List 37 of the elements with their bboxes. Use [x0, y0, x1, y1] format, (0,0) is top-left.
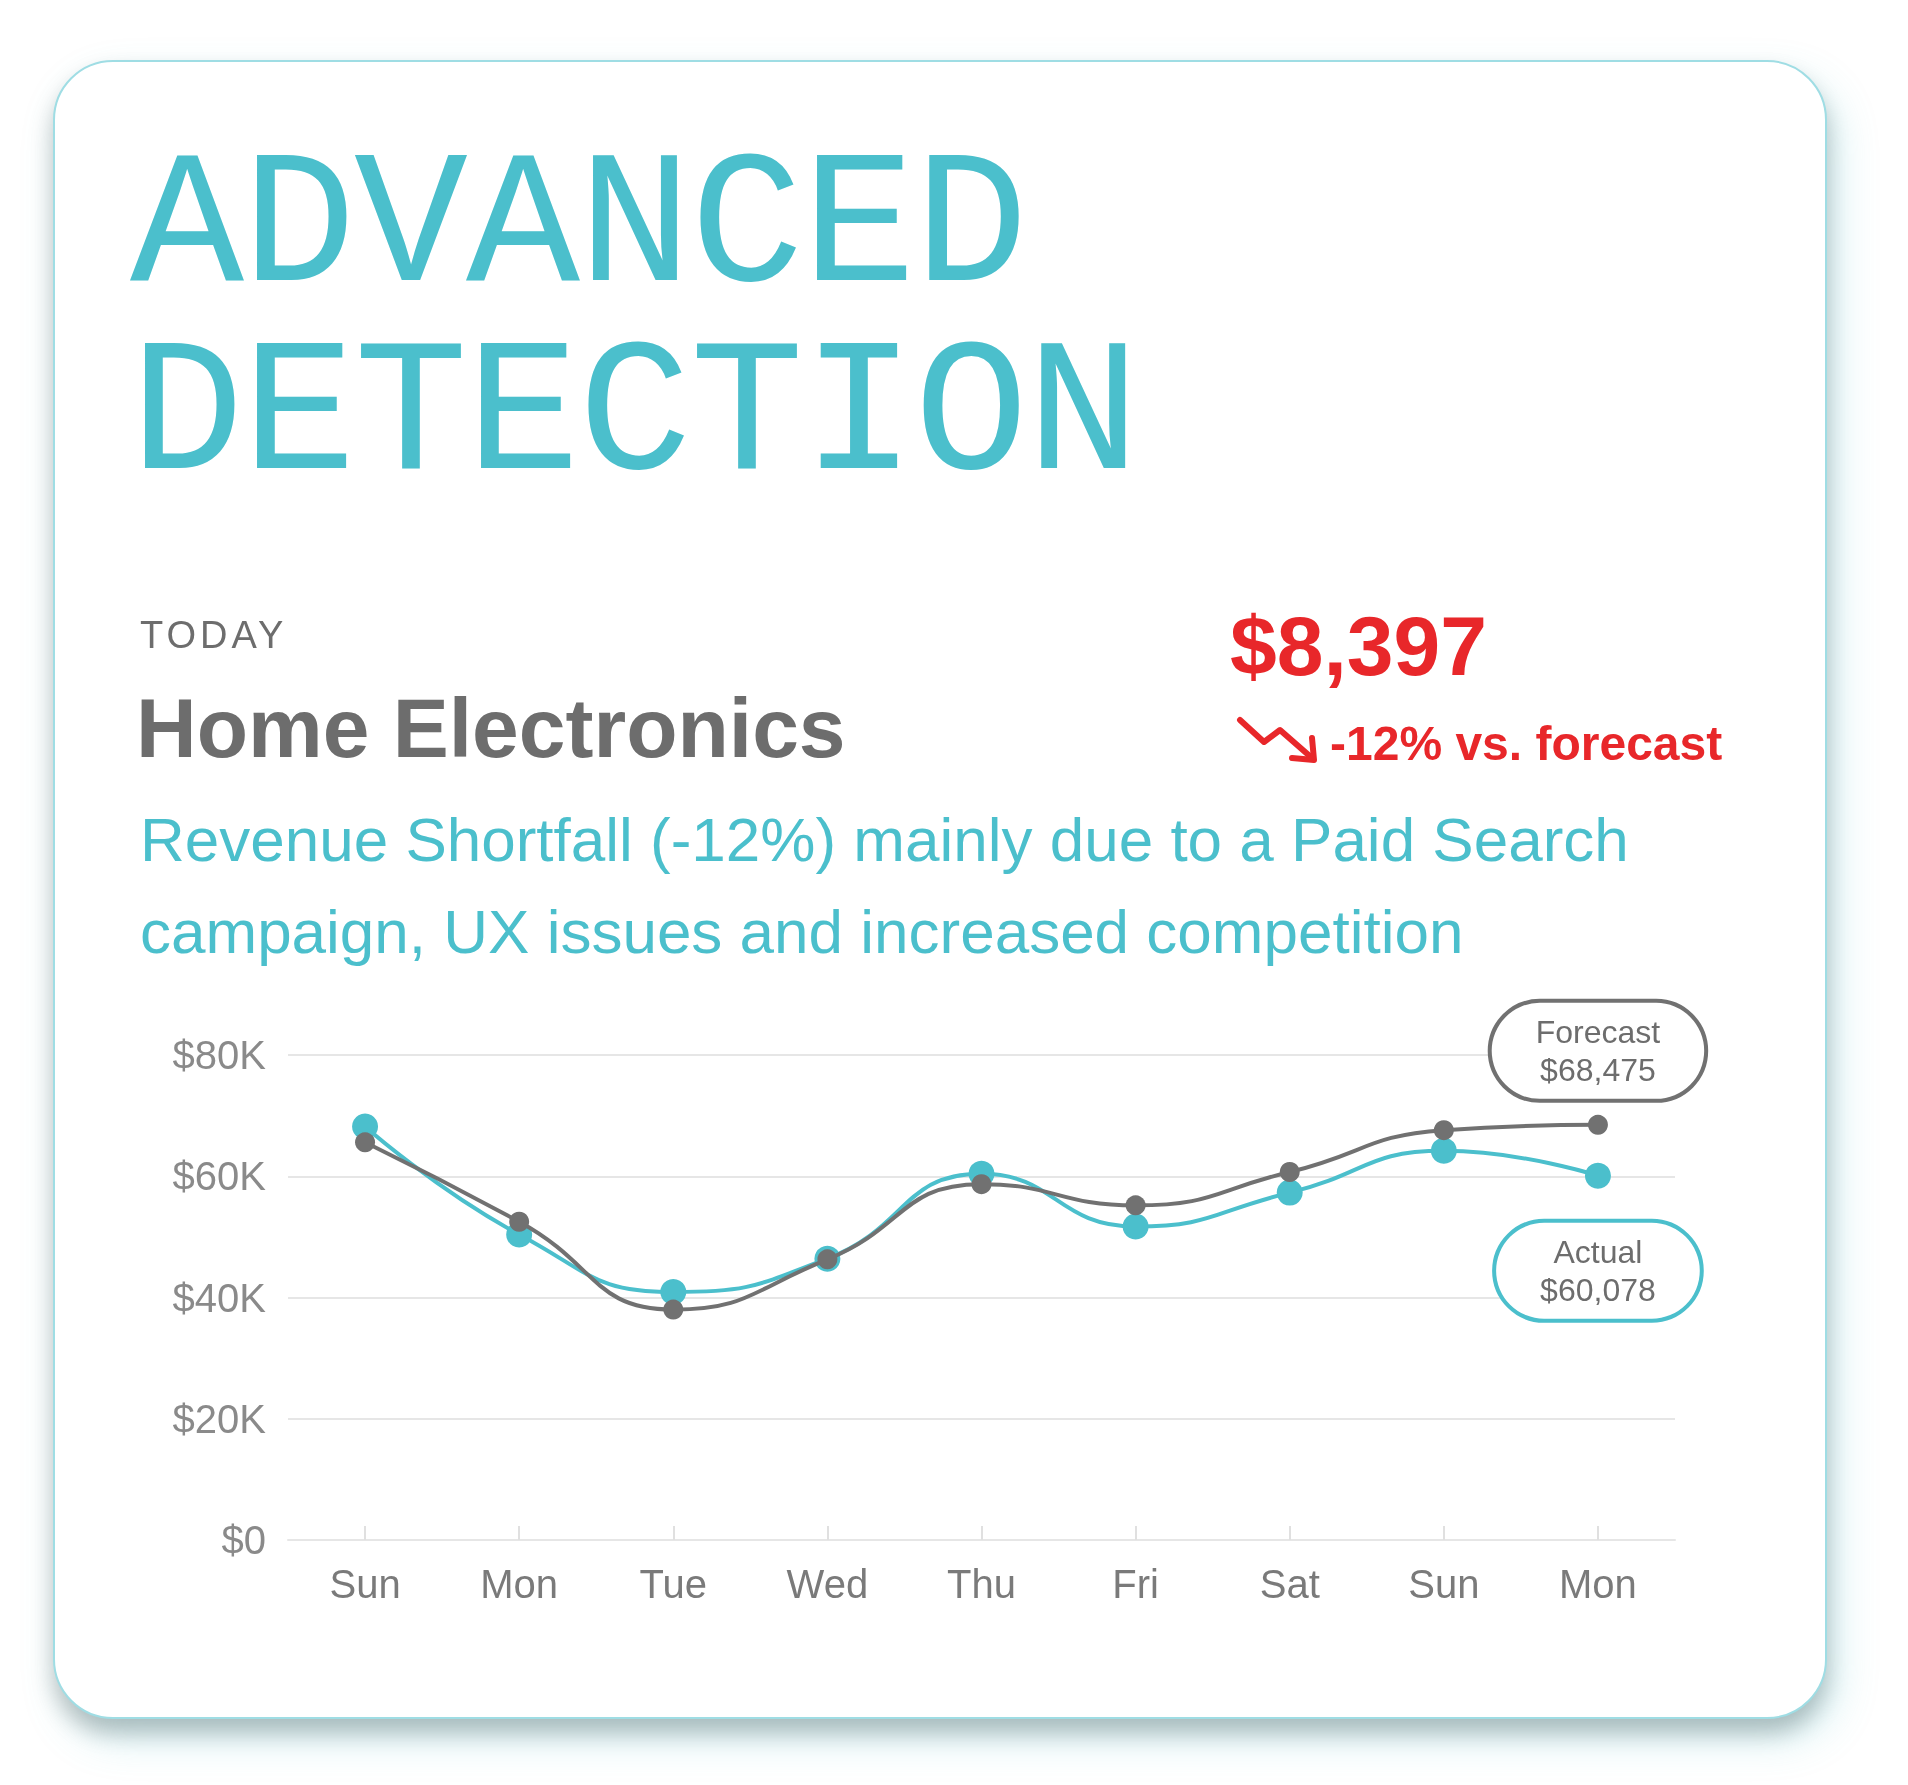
series-label: Actual [1553, 1233, 1643, 1270]
point [1587, 1114, 1608, 1135]
point [1279, 1162, 1300, 1182]
data-label: $68,475 [1540, 1051, 1656, 1088]
point [1584, 1162, 1611, 1189]
x-tick-label: Sun [1408, 1562, 1480, 1606]
point [355, 1132, 376, 1153]
point [663, 1299, 684, 1320]
chart-subtitle: Home Electronics [136, 680, 846, 777]
y-tick-label: $0 [221, 1518, 266, 1562]
point [971, 1174, 992, 1195]
x-tick-label: Sat [1259, 1562, 1320, 1606]
chart-title: ADVANCED DETECTION [130, 122, 1140, 525]
point [1433, 1120, 1454, 1141]
y-tick-label: $60K [172, 1154, 267, 1199]
point [509, 1211, 530, 1232]
text: $8,397 [1230, 598, 1487, 695]
x-tick-label: Wed [786, 1562, 869, 1606]
point [1125, 1195, 1146, 1216]
x-tick-label: Tue [639, 1562, 707, 1606]
x-tick-label: Thu [947, 1562, 1016, 1606]
text: Revenue Shortfall (-12%) mainly due to a Paid Search campaign, UX issues and increased competition [140, 804, 1630, 968]
y-tick-label: $20K [172, 1396, 267, 1441]
point [660, 1279, 687, 1306]
point [1430, 1137, 1457, 1164]
x-tick-label: Mon [1559, 1562, 1637, 1606]
x-tick-label: Mon [480, 1562, 559, 1606]
data-label: $60,078 [1540, 1271, 1656, 1308]
x-tick-label: Fri [1112, 1562, 1159, 1606]
text: -12% vs. forecast [1330, 716, 1723, 771]
point [1122, 1213, 1149, 1240]
point [1276, 1179, 1303, 1206]
text: TODAY [140, 614, 288, 657]
text: Forecast [1535, 1013, 1661, 1050]
y-tick-label: $40K [172, 1275, 267, 1320]
y-tick-label: $80K [172, 1033, 267, 1077]
x-tick-label: Sun [329, 1562, 401, 1606]
